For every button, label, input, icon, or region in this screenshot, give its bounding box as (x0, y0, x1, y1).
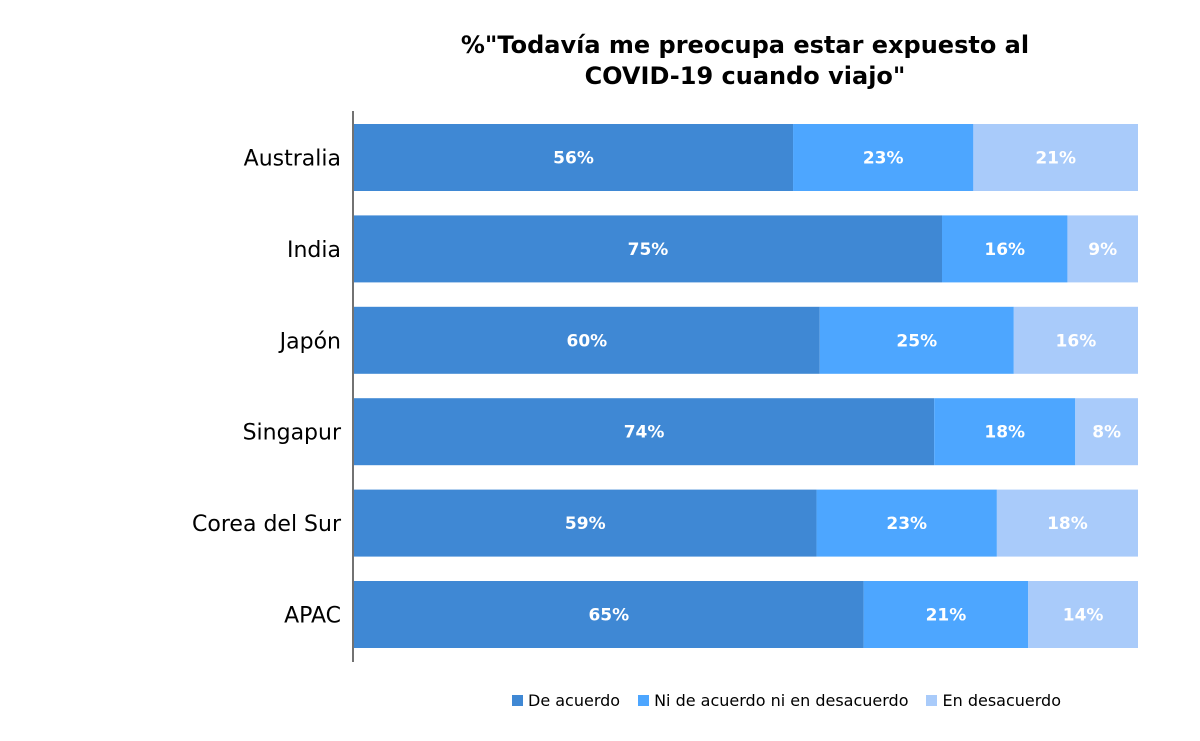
bar-segment (793, 124, 974, 191)
data-label: 21% (1035, 149, 1076, 169)
bar-segment (1028, 581, 1138, 648)
chart-title-line-1: %"Todavía me preocupa estar expuesto al (460, 31, 1030, 59)
legend-label: De acuerdo (528, 691, 621, 710)
data-label: 18% (1047, 514, 1088, 534)
legend-swatch (638, 695, 650, 706)
bar-segment (354, 215, 942, 283)
legend-item: Ni de acuerdo ni en desacuerdo (638, 691, 908, 710)
bar-segment (973, 124, 1138, 191)
legend-label: En desacuerdo (942, 691, 1061, 710)
category-label: APAC (284, 604, 341, 629)
bar-segment (934, 398, 1076, 466)
data-label: 8% (1092, 423, 1121, 443)
chart-title: %"Todavía me preocupa estar expuesto al … (350, 30, 1140, 92)
data-label: 16% (984, 240, 1025, 260)
legend-item: De acuerdo (512, 691, 620, 710)
category-label: Australia (244, 147, 341, 172)
data-label: 23% (863, 149, 904, 169)
data-label: 23% (886, 514, 927, 534)
data-label: 59% (565, 514, 606, 534)
data-label: 21% (926, 606, 967, 626)
chart-title-line-2: COVID-19 cuando viajo" (584, 62, 906, 90)
bar-segment (1075, 398, 1138, 466)
bar-segment (1013, 306, 1138, 374)
data-label: 9% (1088, 240, 1117, 260)
category-label: Japón (278, 329, 341, 354)
bar-segment (354, 398, 935, 466)
chart-legend: De acuerdo Ni de acuerdo ni en desacuerdo… (512, 691, 1079, 710)
bar-segment (816, 489, 997, 557)
bar-segment (354, 124, 794, 191)
legend-label: Ni de acuerdo ni en desacuerdo (654, 691, 909, 710)
bar-segment (354, 306, 820, 374)
legend-swatch (926, 695, 938, 706)
data-label: 16% (1056, 331, 1097, 351)
bar-segment (942, 215, 1068, 283)
data-label: 18% (984, 423, 1025, 443)
bar-segment (863, 581, 1029, 648)
bar-segment (996, 489, 1138, 557)
data-label: 60% (567, 331, 608, 351)
category-label: India (287, 238, 341, 263)
bar-segment (1067, 215, 1138, 283)
data-label: 65% (588, 606, 629, 626)
category-label: Singapur (243, 421, 342, 446)
legend-item: En desacuerdo (926, 691, 1061, 710)
bar-segment (819, 306, 1014, 374)
bar-segment (354, 489, 817, 557)
data-label: 14% (1063, 606, 1104, 626)
data-label: 56% (553, 149, 594, 169)
bar-segment (354, 581, 864, 648)
category-label: Corea del Sur (192, 512, 342, 537)
data-label: 74% (624, 423, 665, 443)
legend-swatch (512, 695, 523, 706)
data-label: 75% (628, 240, 669, 260)
data-label: 25% (896, 331, 937, 351)
